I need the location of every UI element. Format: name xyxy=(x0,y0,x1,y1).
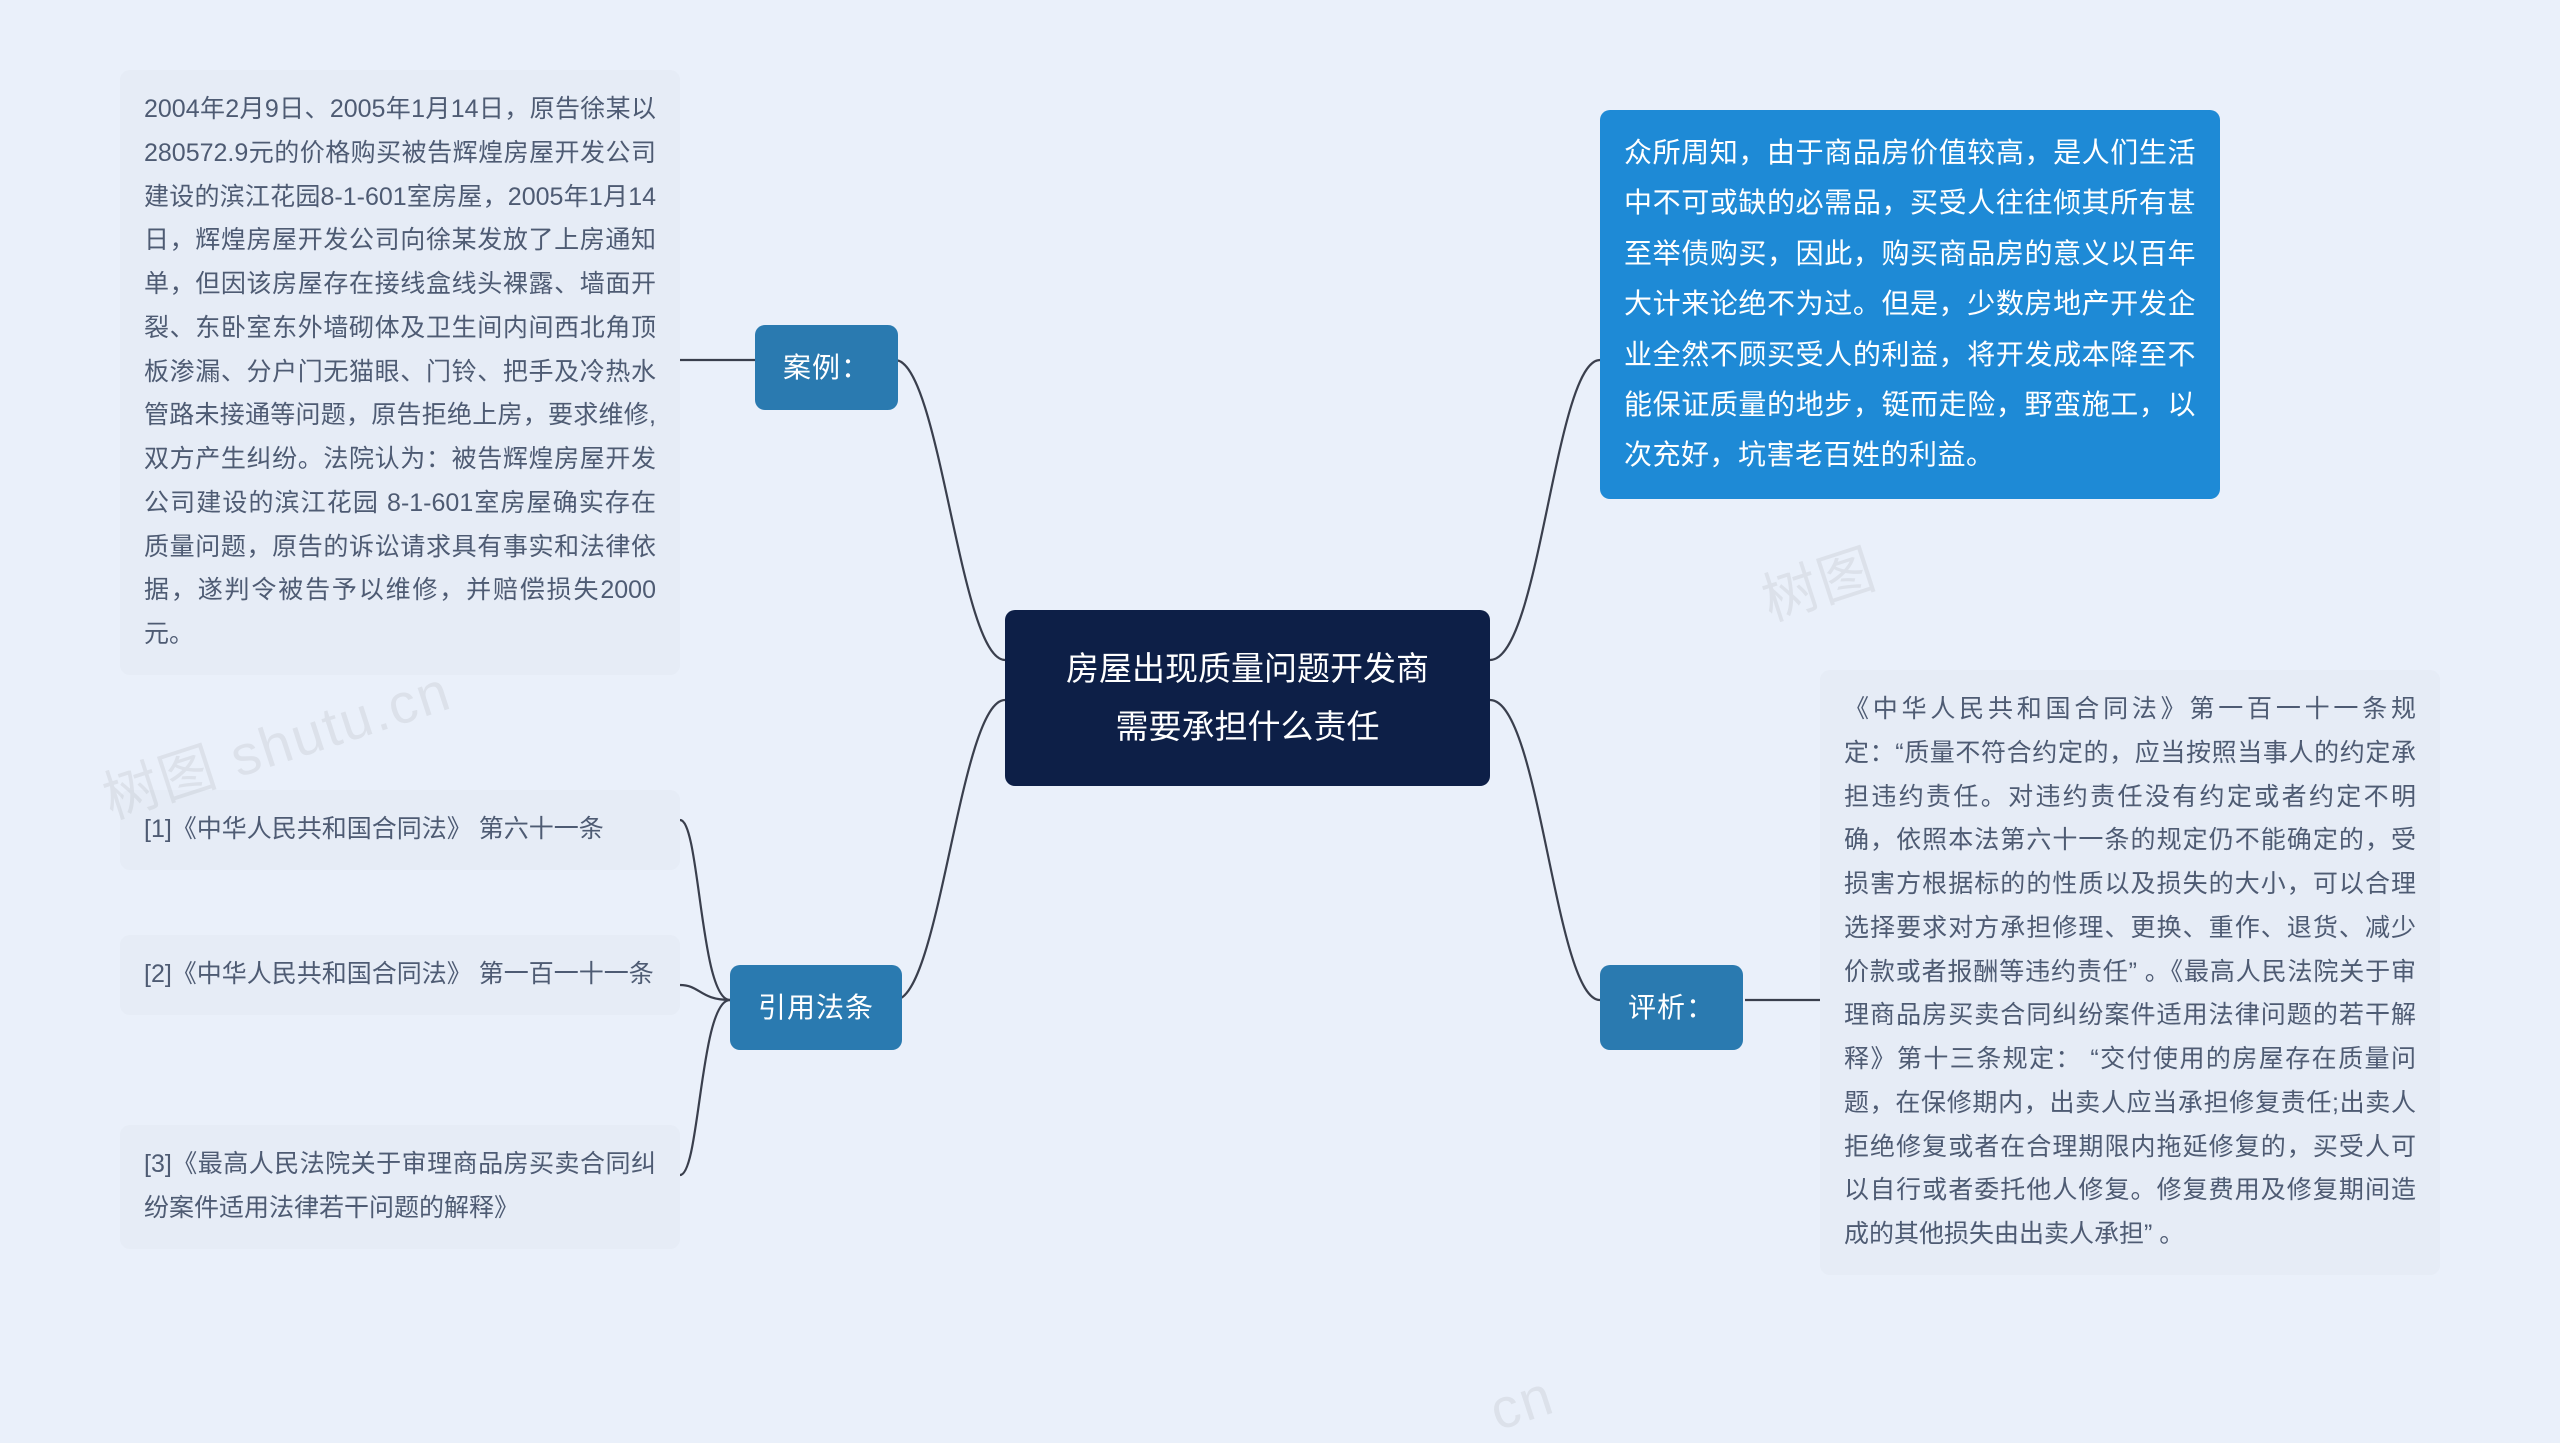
laws-label: 引用法条 xyxy=(758,992,874,1023)
analysis-text-node[interactable]: 《中华人民共和国合同法》第一百一十一条规定：“质量不符合约定的，应当按照当事人的… xyxy=(1820,670,2440,1275)
law-item-2[interactable]: [2]《中华人民共和国合同法》 第一百一十一条 xyxy=(120,935,680,1015)
law-item-3[interactable]: [3]《最高人民法院关于审理商品房买卖合同纠纷案件适用法律若干问题的解释》 xyxy=(120,1125,680,1249)
center-topic[interactable]: 房屋出现质量问题开发商 需要承担什么责任 xyxy=(1005,610,1490,786)
center-line1: 房屋出现质量问题开发商 xyxy=(1043,640,1452,698)
intro-text: 众所周知，由于商品房价值较高，是人们生活中不可或缺的必需品，买受人往往倾其所有甚… xyxy=(1624,137,2196,470)
law-item-1-text: [1]《中华人民共和国合同法》 第六十一条 xyxy=(144,815,604,843)
watermark-3: cn xyxy=(1482,1362,1562,1443)
law-item-2-text: [2]《中华人民共和国合同法》 第一百一十一条 xyxy=(144,960,654,988)
case-branch[interactable]: 案例： xyxy=(755,325,898,410)
case-text-node[interactable]: 2004年2月9日、2005年1月14日，原告徐某以280572.9元的价格购买… xyxy=(120,70,680,675)
analysis-text: 《中华人民共和国合同法》第一百一十一条规定：“质量不符合约定的，应当按照当事人的… xyxy=(1844,695,2416,1248)
analysis-branch[interactable]: 评析： xyxy=(1600,965,1743,1050)
analysis-label: 评析： xyxy=(1628,992,1715,1023)
law-item-1[interactable]: [1]《中华人民共和国合同法》 第六十一条 xyxy=(120,790,680,870)
mindmap-canvas: 房屋出现质量问题开发商 需要承担什么责任 众所周知，由于商品房价值较高，是人们生… xyxy=(0,0,2560,1377)
intro-node[interactable]: 众所周知，由于商品房价值较高，是人们生活中不可或缺的必需品，买受人往往倾其所有甚… xyxy=(1600,110,2220,499)
case-text: 2004年2月9日、2005年1月14日，原告徐某以280572.9元的价格购买… xyxy=(144,95,656,648)
laws-branch[interactable]: 引用法条 xyxy=(730,965,902,1050)
case-label: 案例： xyxy=(783,352,870,383)
law-item-3-text: [3]《最高人民法院关于审理商品房买卖合同纠纷案件适用法律若干问题的解释》 xyxy=(144,1150,656,1222)
watermark-2: 树图 xyxy=(1750,524,1885,637)
center-line2: 需要承担什么责任 xyxy=(1043,698,1452,756)
